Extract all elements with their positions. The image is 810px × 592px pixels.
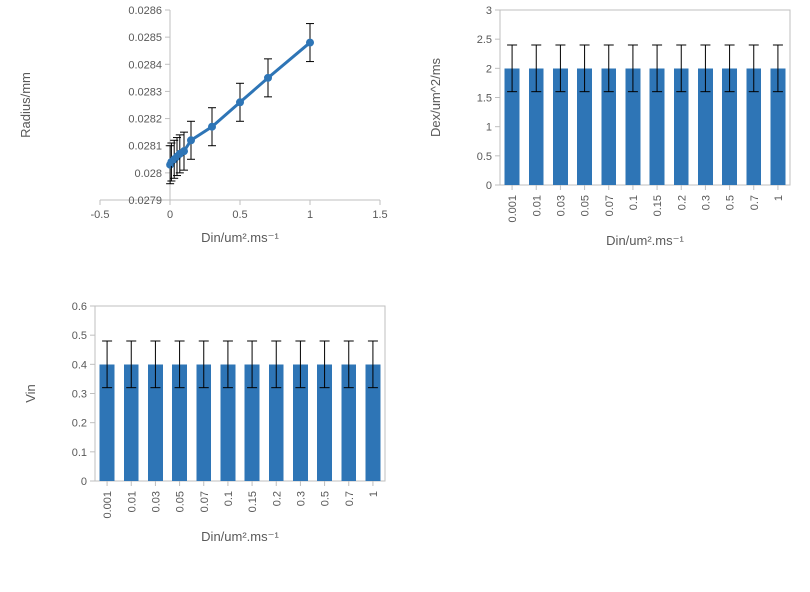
x-tick-label: 0: [167, 209, 173, 221]
x-tick-label: 1: [773, 195, 785, 201]
x-axis-title: Din/um².ms⁻¹: [201, 230, 279, 245]
y-axis-title: Vin: [23, 384, 38, 403]
x-tick-label: 0.15: [652, 195, 664, 216]
x-tick-label: 0.01: [126, 491, 138, 512]
radius-data-point: [236, 98, 244, 106]
y-tick-label: 0.1: [72, 447, 87, 459]
x-tick-label: 0.001: [507, 195, 519, 223]
x-axis-title: Din/um².ms⁻¹: [606, 233, 684, 248]
vin-bar-chart: 0 0.1 0.2 0.3 0.4 0.5 0.6 0.001 0.01 0.03 0.05 0.07…: [0, 296, 405, 592]
radius-data-point: [306, 39, 314, 47]
radius-data-point: [208, 123, 216, 131]
x-tick-label: 0.5: [725, 195, 737, 210]
y-tick-label: 0.0283: [128, 86, 162, 98]
x-tick-label: 0.3: [295, 491, 307, 506]
y-tick-label: 0.028: [134, 168, 162, 180]
y-tick-label: 0.3: [72, 389, 87, 401]
radius-data-point: [264, 74, 272, 82]
radius-line-chart: 0.0279 0.028 0.0281 0.0282 0.0283 0.0284 0.028…: [0, 0, 405, 296]
y-tick-label: 0.0279: [128, 195, 162, 207]
y-axis-title: Radius/mm: [18, 72, 33, 138]
x-tick-label: 0.15: [247, 491, 259, 512]
y-tick-label: 0.0281: [128, 141, 162, 153]
y-tick-label: 0.0286: [128, 5, 162, 17]
y-tick-label: 0.6: [72, 301, 87, 313]
x-tick-label: 0.03: [150, 491, 162, 512]
y-tick-label: 3: [486, 5, 492, 17]
x-tick-label: 0.2: [271, 491, 283, 506]
x-tick-label: 0.05: [175, 491, 187, 512]
y-tick-label: 0.0284: [128, 59, 162, 71]
dex-bar-chart: 0 0.5 1 1.5 2 2.5 3 0.001 0.01 0.03 0.05 0.07 0.1 0.1…: [405, 0, 810, 296]
radius-data-point: [187, 136, 195, 144]
x-tick-label: 0.3: [700, 195, 712, 210]
chart-grid: 0.0279 0.028 0.0281 0.0282 0.0283 0.0284 0.028…: [0, 0, 810, 592]
x-tick-label: 0.1: [223, 491, 235, 506]
x-tick-label: 0.001: [102, 491, 114, 519]
x-tick-label: 0.03: [555, 195, 567, 216]
x-tick-label: 0.2: [676, 195, 688, 210]
y-tick-label: 1.5: [477, 93, 492, 105]
y-tick-label: 0.0282: [128, 114, 162, 126]
x-tick-label: 0.1: [628, 195, 640, 210]
radius-data-point: [180, 147, 188, 155]
y-tick-label: 2: [486, 63, 492, 75]
y-axis-title: Dex/um^2/ms: [428, 57, 443, 137]
x-tick-label: 0.05: [580, 195, 592, 216]
y-tick-label: 0.5: [72, 330, 87, 342]
x-tick-label: 0.07: [199, 491, 211, 512]
x-tick-label: 0.01: [531, 195, 543, 216]
x-tick-label: 0.07: [604, 195, 616, 216]
x-tick-label: 0.7: [344, 491, 356, 506]
x-axis-title: Din/um².ms⁻¹: [201, 529, 279, 544]
x-tick-label: 1.5: [372, 209, 387, 221]
x-tick-label: -0.5: [91, 209, 110, 221]
x-tick-label: 1: [368, 491, 380, 497]
x-tick-label: 0.5: [320, 491, 332, 506]
y-tick-label: 0: [81, 476, 87, 488]
y-tick-label: 0.2: [72, 418, 87, 430]
y-tick-label: 0: [486, 180, 492, 192]
y-tick-label: 2.5: [477, 34, 492, 46]
x-tick-label: 0.7: [749, 195, 761, 210]
x-tick-label: 1: [307, 209, 313, 221]
x-tick-label: 0.5: [232, 209, 247, 221]
y-tick-label: 1: [486, 122, 492, 134]
y-tick-label: 0.5: [477, 151, 492, 163]
y-tick-label: 0.4: [72, 359, 87, 371]
y-tick-label: 0.0285: [128, 32, 162, 44]
empty-panel: [405, 296, 810, 592]
